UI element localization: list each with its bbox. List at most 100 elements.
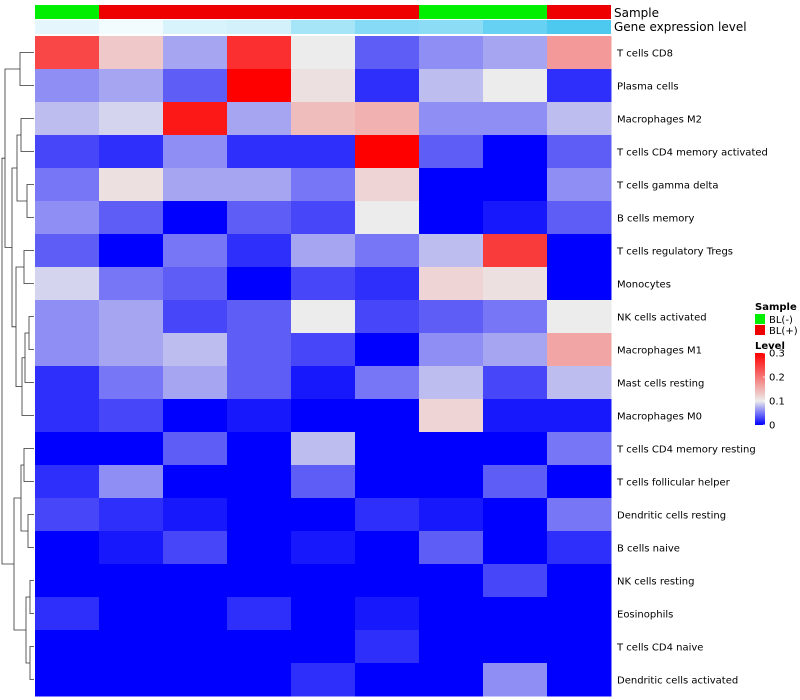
heatmap-cell	[99, 663, 164, 697]
heatmap-cell	[227, 102, 292, 136]
row-label: B cells naive	[617, 544, 680, 555]
heatmap-cell	[99, 267, 164, 301]
heatmap-cell	[419, 201, 484, 235]
heatmap-cell	[227, 300, 292, 334]
dendrogram-branch	[23, 448, 34, 482]
heatmap-cell	[99, 432, 164, 466]
legend: Sample BL(-)BL(+) Level 0.3 0.2 0.1 0	[755, 302, 798, 432]
heatmap-cell	[291, 168, 356, 202]
heatmap-cell	[419, 366, 484, 400]
heatmap-cell	[99, 564, 164, 598]
dendrogram-branch	[29, 646, 34, 680]
heatmap-cell	[227, 135, 292, 169]
heatmap-cell	[355, 267, 420, 301]
heatmap-cell	[227, 498, 292, 532]
heatmap-cell	[355, 300, 420, 334]
heatmap-cell	[483, 366, 548, 400]
dendrogram-branch	[16, 134, 27, 202]
heatmap-cell	[483, 168, 548, 202]
sample-annotation-cell	[291, 5, 355, 19]
heatmap-cell	[227, 69, 292, 103]
heatmap-cell	[35, 597, 100, 631]
heatmap-cell	[547, 69, 612, 103]
heatmap-cell	[227, 366, 292, 400]
heatmap-cell	[35, 234, 100, 268]
heatmap-cell	[547, 531, 612, 565]
dendrogram-branch	[27, 514, 34, 548]
heatmap-cell	[483, 597, 548, 631]
legend-sample-title: Sample	[755, 302, 797, 313]
heatmap-cell	[35, 102, 100, 136]
row-label: NK cells activated	[617, 313, 707, 324]
heatmap-cell	[291, 663, 356, 697]
row-label: Macrophages M1	[617, 346, 702, 357]
heatmap-cell	[163, 663, 228, 697]
heatmap-cell	[35, 333, 100, 367]
heatmap-cell	[163, 234, 228, 268]
row-label: T cells follicular helper	[616, 478, 731, 489]
heatmap-cell	[355, 432, 420, 466]
heatmap-cell	[419, 465, 484, 499]
expression-annotation-cell	[355, 20, 419, 34]
heatmap-cell	[99, 69, 164, 103]
heatmap-cell	[35, 135, 100, 169]
heatmap-cell	[99, 36, 164, 70]
heatmap-cell	[163, 69, 228, 103]
heatmap-cell	[35, 399, 100, 433]
heatmap-cell	[99, 201, 164, 235]
heatmap-cell	[483, 498, 548, 532]
sample-annotation-cell	[99, 5, 163, 19]
dendrogram-branch	[20, 464, 28, 532]
heatmap-cell	[227, 531, 292, 565]
row-label: T cells CD4 memory resting	[616, 445, 756, 456]
heatmap-cell	[419, 432, 484, 466]
row-label: Macrophages M2	[617, 115, 702, 126]
heatmap-cell	[163, 300, 228, 334]
expression-annotation-cell	[547, 20, 611, 34]
heatmap-cell	[419, 597, 484, 631]
heatmap-cell	[227, 234, 292, 268]
heatmap-cell	[291, 36, 356, 70]
heatmap-cell	[35, 69, 100, 103]
heatmap-cell	[35, 663, 100, 697]
heatmap-cell	[419, 168, 484, 202]
heatmap-cell	[547, 102, 612, 136]
dendrogram-branch	[25, 596, 30, 664]
heatmap-cell	[547, 630, 612, 664]
heatmap-cell	[35, 366, 100, 400]
heatmap-cell	[483, 135, 548, 169]
heatmap-cell	[419, 399, 484, 433]
heatmap-cell	[163, 366, 228, 400]
heatmap-cell	[355, 234, 420, 268]
heatmap-cell	[547, 465, 612, 499]
heatmap-cell	[291, 333, 356, 367]
heatmap-cell	[355, 366, 420, 400]
heatmap-cell	[355, 564, 420, 598]
heatmap-cell	[227, 36, 292, 70]
row-label: Eosinophils	[617, 610, 673, 621]
sample-annotation-cell	[483, 5, 547, 19]
heatmap-cell	[291, 135, 356, 169]
heatmap-cell	[99, 630, 164, 664]
heatmap-cell	[35, 531, 100, 565]
heatmap-cell	[483, 69, 548, 103]
heatmap-cell	[163, 36, 228, 70]
dendrogram-branch	[4, 68, 20, 248]
heatmap-cell	[99, 135, 164, 169]
heatmap-cell	[483, 234, 548, 268]
heatmap-cell	[483, 300, 548, 334]
heatmap-cell	[291, 597, 356, 631]
dendrogram-branch	[29, 580, 34, 614]
dendrogram-branch	[20, 118, 34, 152]
heatmap-cell	[355, 36, 420, 70]
heatmap-cell	[483, 465, 548, 499]
heatmap-cell	[547, 663, 612, 697]
heatmap-cell	[99, 102, 164, 136]
row-label: Plasma cells	[617, 82, 679, 93]
legend-level-colorbar	[755, 353, 765, 425]
heatmap-cell	[419, 663, 484, 697]
row-label: Monocytes	[617, 280, 671, 291]
heatmap-cell	[483, 201, 548, 235]
row-label: T cells CD4 memory activated	[616, 148, 768, 159]
sample-annotation-track	[35, 5, 611, 19]
